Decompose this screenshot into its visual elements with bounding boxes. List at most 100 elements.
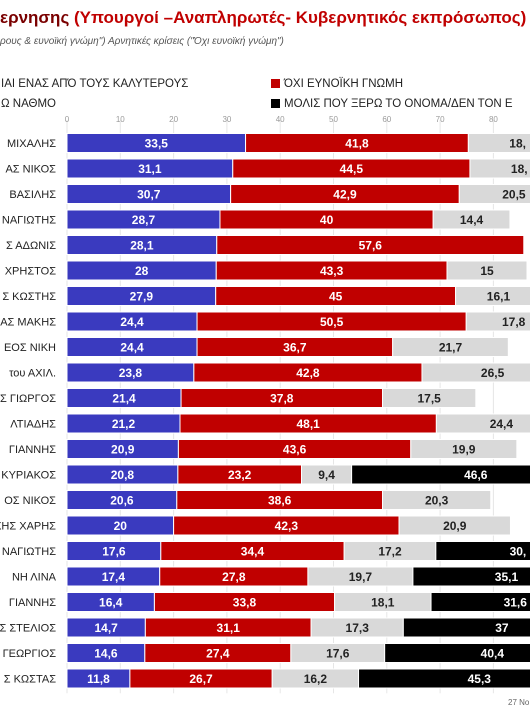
chart-title-part2: (Υπουργοί –Αναπληρωτές- Κυβερνητικός εκπ… [69,8,527,27]
data-label-21-2: 16,2 [304,672,328,686]
data-label-14-1: 38,6 [268,494,292,508]
data-label-12-0: 20,9 [111,443,135,457]
legend-item-neutral: Ω ΝΑΘΜΟ [0,98,56,110]
category-label-16: ΝΑΓΙΩΤΗΣ [2,546,56,558]
data-label-10-2: 17,5 [417,392,441,406]
legend-swatch-negative [271,79,280,89]
category-label-21: Σ ΚΩΣΤΑΣ [4,674,56,686]
category-label-7: ΑΣ ΜΑΚΗΣ [0,317,56,329]
data-label-12-1: 43,6 [283,443,307,457]
bar-20-3 [384,643,530,663]
data-label-5-2: 15 [480,264,494,278]
bar-2-2 [458,184,530,204]
category-label-5: ΧΡΗΣΤΟΣ [5,266,56,278]
bar-8-2 [392,337,509,357]
category-label-8: ΕΟΣ ΝΙΚΗ [4,342,56,354]
data-label-3-0: 28,7 [132,213,156,227]
bar-16-3 [435,541,530,561]
data-label-9-0: 23,8 [119,366,143,380]
data-label-7-1: 50,5 [320,315,344,329]
x-tick-label-30: 30 [222,115,231,124]
data-label-21-1: 26,7 [189,672,213,686]
bar-15-2 [398,515,511,536]
x-tick-label-10: 10 [116,115,125,124]
data-label-9-2: 26,5 [481,366,505,380]
data-label-11-1: 48,1 [297,417,321,431]
data-label-6-0: 27,9 [130,290,154,304]
bar-21-3 [358,668,530,689]
data-label-16-1: 34,4 [241,545,265,559]
data-label-8-0: 24,4 [120,341,144,355]
data-label-2-2: 20,5 [502,188,526,202]
data-label-19-1: 31,1 [217,621,241,635]
legend-label-negative: ΌΧΙ ΕΥΝΟΪΚΗ ΓΝΩΜΗ [284,78,404,90]
data-label-5-1: 43,3 [320,264,344,278]
x-tick-label-70: 70 [436,115,445,124]
data-label-7-2: 17,8 [502,315,526,329]
data-label-21-0: 11,8 [87,672,110,686]
data-label-17-0: 17,4 [102,570,126,584]
data-label-6-1: 45 [329,290,343,304]
data-label-18-2: 18,1 [371,596,395,610]
data-label-0-1: 41,8 [345,137,369,151]
chart-title-part1: ερνησης [0,8,70,27]
category-label-3: ΝΑΓΙΩΤΗΣ [2,215,56,227]
data-label-20-1: 27,4 [206,647,230,661]
data-label-17-2: 19,7 [349,570,373,584]
category-label-9: του ΑΧΙΛ. [9,368,56,380]
data-label-13-2: 9,4 [318,468,335,482]
bar-3-2 [432,209,511,230]
data-label-5-0: 28 [135,264,149,278]
bar-11-2 [435,413,530,434]
legend-label-neutral: Ω ΝΑΘΜΟ [1,98,56,110]
data-label-9-1: 42,8 [296,366,320,380]
bar-18-3 [430,592,530,612]
bar-19-3 [402,617,530,638]
data-label-20-2: 17,6 [326,647,350,661]
data-label-21-3: 45,3 [468,672,492,686]
category-label-2: ΒΑΣΙΛΗΣ [9,189,56,201]
data-label-6-2: 16,1 [487,290,511,304]
category-label-10: Σ ΓΙΩΡΓΟΣ [0,393,56,405]
data-label-1-1: 44,5 [340,162,364,176]
category-label-20: ΓΕΩΡΓΙΟΣ [3,648,57,660]
chart-title: ερνησης (Υπουργοί –Αναπληρωτές- Κυβερνητ… [0,8,526,28]
bar-13-3 [351,464,530,485]
data-label-11-0: 21,2 [112,417,136,431]
data-label-3-2: 14,4 [460,213,484,227]
bar-0-2 [467,133,530,153]
bar-6-2 [455,286,530,306]
legend-label-unknown: ΜΟΛΙΣ ΠΟΥ ΞΕΡΩ ΤΟ ΟΝΟΜΑ/ΔΕΝ ΤΟΝ Ε [284,98,513,110]
category-label-15: ΧΗΣ ΧΑΡΗΣ [0,521,56,533]
bar-12-2 [410,439,518,459]
data-label-13-1: 23,2 [228,468,252,482]
data-label-7-0: 24,4 [120,315,144,329]
data-label-16-3: 30, [510,545,527,559]
data-label-19-2: 17,3 [346,621,370,635]
bar-9-2 [421,362,530,383]
legend-label-positive: ΙΑΙ ΕΝΑΣ ΑΠΌ ΤΟΥΣ ΚΑΛΥΤΕΡΟΥΣ [1,78,189,90]
category-label-19: Σ ΣΤΕΛΙΟΣ [0,623,56,635]
data-label-10-1: 37,8 [270,392,294,406]
category-label-14: ΟΣ ΝΙΚΟΣ [4,495,56,507]
x-tick-label-0: 0 [65,115,70,124]
data-label-20-0: 14,6 [94,647,118,661]
chart-subtitle: ρους & ευνοϊκή γνώμη") Αρνητικές κρίσεις… [0,36,284,47]
bar-10-2 [382,388,477,408]
data-label-0-2: 18, [509,137,526,151]
data-label-16-2: 17,2 [378,545,402,559]
data-label-13-0: 20,8 [111,468,135,482]
data-label-2-1: 42,9 [333,188,357,202]
bar-17-3 [412,566,530,587]
data-label-8-1: 36,7 [283,341,307,355]
data-label-1-2: 18, [511,162,528,176]
x-tick-label-80: 80 [489,115,498,124]
data-label-14-0: 20,6 [110,494,134,508]
data-label-4-0: 28,1 [130,239,154,253]
data-label-2-0: 30,7 [137,188,161,202]
data-label-19-3: 37 [495,621,509,635]
data-label-18-0: 16,4 [99,596,123,610]
category-label-11: ΛΤΙΑΔΗΣ [10,419,56,431]
data-label-3-1: 40 [320,213,334,227]
data-label-13-3: 46,6 [464,468,488,482]
